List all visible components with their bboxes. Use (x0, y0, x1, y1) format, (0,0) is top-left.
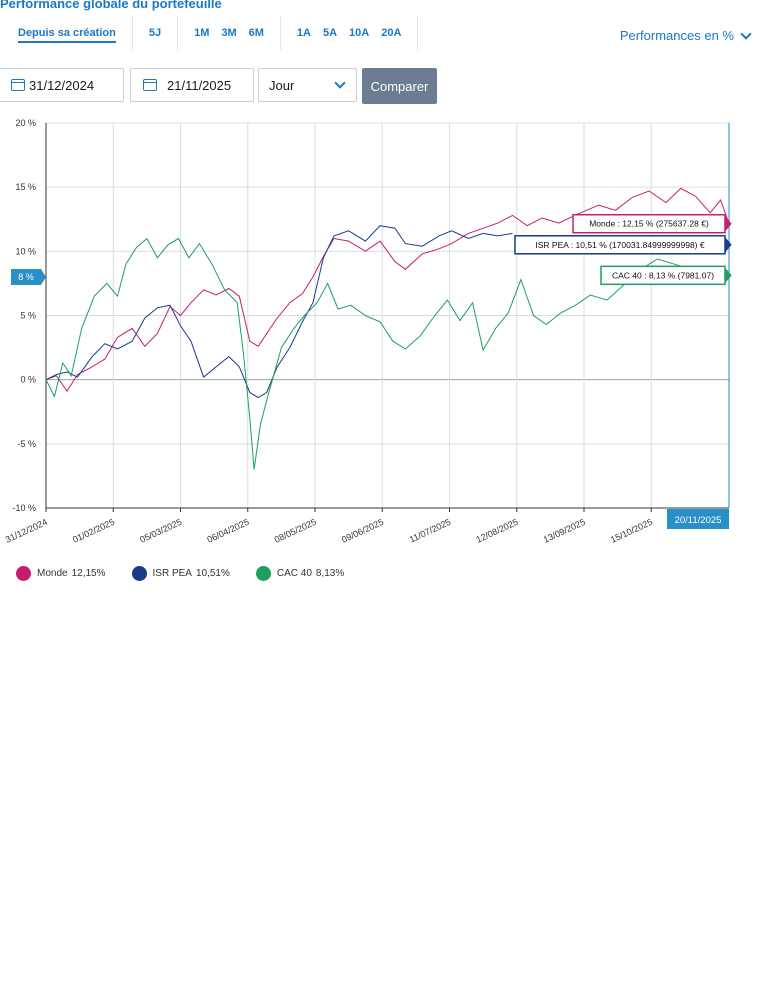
y-tick-label: -10 % (12, 503, 36, 513)
legend-value: 10,51% (195, 568, 230, 579)
range-6m[interactable]: 6M (248, 27, 264, 39)
range-1m[interactable]: 1M (194, 27, 210, 39)
range-5y[interactable]: 5A (322, 27, 338, 39)
start-date-field[interactable]: 31/12/2024 (0, 68, 124, 102)
x-cursor-badge (667, 509, 729, 529)
series-line-cac-40 (45, 237, 730, 470)
chevron-down-icon (740, 27, 752, 40)
y-tick-label: 10 % (15, 246, 36, 256)
range-group-months: 1M 3M 6M (178, 16, 281, 50)
range-20y[interactable]: 20A (381, 27, 402, 39)
y-cursor-badge-arrow (41, 269, 46, 285)
x-tick-label: 08/05/2025 (273, 517, 318, 545)
end-date-field[interactable]: 21/11/2025 (130, 68, 254, 102)
x-tick-label: 06/04/2025 (206, 517, 251, 545)
legend-item-isr-pea[interactable]: ISR PEA 10,51% (131, 566, 230, 581)
y-tick-label: 20 % (15, 118, 36, 128)
range-group-creation: Depuis sa création (0, 16, 133, 50)
start-date-value: 31/12/2024 (29, 77, 95, 93)
y-tick-label: 15 % (15, 182, 36, 192)
tooltip-arrow (724, 268, 732, 283)
legend-label: CAC 40 (276, 568, 312, 579)
performance-mode-label: Performances en % (619, 28, 734, 43)
x-tick-label: 15/10/2025 (609, 517, 654, 545)
x-tick-label: 09/06/2025 (340, 517, 385, 545)
tooltip-arrow (724, 237, 732, 253)
x-tick-label: 31/12/2024 (4, 517, 49, 545)
legend-label: Monde (37, 568, 68, 579)
legend-value: 8,13% (315, 568, 345, 579)
range-5d[interactable]: 5J (148, 27, 162, 39)
y-tick-label: 0 % (20, 375, 36, 385)
y-tick-label: 5 % (20, 311, 36, 321)
tooltip-text: CAC 40 : 8,13 % (7981.07) (612, 270, 714, 280)
range-1y[interactable]: 1A (296, 27, 311, 39)
range-10y[interactable]: 10A (349, 27, 370, 39)
chevron-down-icon (334, 77, 346, 89)
legend-item-cac40[interactable]: CAC 40 8,13% (255, 566, 345, 581)
range-since-creation[interactable]: Depuis sa création (18, 27, 116, 43)
performance-panel: Performance globale du portefeuille Depu… (0, 0, 752, 581)
legend-item-monde[interactable]: Monde 12,15% (16, 566, 106, 581)
calendar-icon (11, 79, 25, 91)
legend-label: ISR PEA (152, 568, 192, 579)
range-group-years: 1A 5A 10A 20A (281, 16, 419, 50)
granularity-select[interactable]: Jour (258, 68, 357, 102)
y-tick-label: -5 % (17, 439, 36, 449)
compare-button[interactable]: Comparer (362, 68, 437, 104)
tooltip-text: Monde : 12,15 % (275637.28 €) (589, 219, 709, 229)
tooltip-arrow (724, 216, 732, 232)
y-cursor-label: 8 % (18, 272, 34, 282)
range-selector: Depuis sa création 5J 1M 3M 6M 1A 5A 10A… (0, 16, 419, 50)
legend-dot-monde (16, 566, 31, 581)
granularity-value: Jour (269, 77, 295, 93)
x-tick-label: 13/09/2025 (542, 517, 587, 545)
x-tick-label: 12/08/2025 (475, 517, 520, 545)
chart-legend: Monde 12,15% ISR PEA 10,51% CAC 40 8,13% (16, 566, 370, 581)
range-group-days: 5J (133, 16, 179, 50)
y-cursor-badge (11, 269, 41, 285)
x-tick-label: 01/02/2025 (71, 517, 116, 545)
tooltip-text: ISR PEA : 10,51 % (170031.84999999998) € (535, 240, 704, 250)
series-line-monde (45, 187, 730, 393)
x-cursor-label: 20/11/2025 (675, 515, 722, 526)
end-date-value: 21/11/2025 (167, 77, 232, 93)
calendar-icon (143, 79, 157, 91)
panel-title: Performance globale du portefeuille (0, 0, 222, 11)
series-line-isr-pea (45, 225, 513, 399)
legend-dot-isr-pea (131, 566, 147, 581)
performance-mode-dropdown[interactable]: Performances en % (619, 27, 752, 43)
x-tick-label: 11/07/2025 (408, 517, 452, 545)
performance-chart: 20 % 15 % 10 % 5 % 0 % -5 % -10 % 31/12/2024 01/… (4, 118, 732, 545)
x-tick-label: 05/03/2025 (138, 517, 183, 545)
legend-dot-cac40 (255, 566, 271, 581)
range-3m[interactable]: 3M (221, 27, 237, 39)
legend-value: 12,15% (71, 568, 106, 579)
